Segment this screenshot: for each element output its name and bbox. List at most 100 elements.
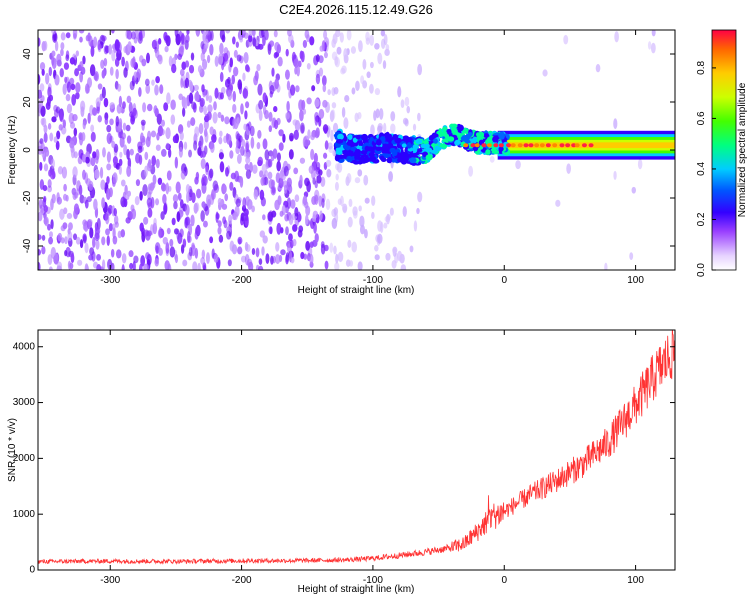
signal-mark	[499, 134, 505, 140]
noise-mark	[167, 263, 172, 270]
noise-mark	[140, 255, 146, 267]
noise-mark	[236, 54, 242, 62]
noise-mark	[261, 30, 265, 38]
noise-mark	[58, 124, 63, 131]
noise-mark	[153, 105, 158, 115]
noise-mark	[107, 258, 113, 270]
noise-mark	[101, 69, 106, 79]
noise-mark	[200, 210, 205, 222]
noise-mark	[86, 196, 92, 203]
noise-mark	[161, 148, 167, 157]
noise-mark	[195, 171, 200, 181]
noise-mark	[79, 61, 84, 70]
noise-mark	[47, 122, 52, 130]
noise-mark	[41, 246, 46, 255]
noise-mark	[127, 41, 132, 53]
noise-mark	[121, 264, 125, 270]
noise-mark	[404, 96, 410, 107]
noise-mark	[229, 150, 234, 159]
signal-mark	[354, 149, 361, 154]
noise-mark	[106, 151, 111, 163]
signal-mark	[415, 138, 423, 145]
noise-mark	[85, 34, 90, 42]
noise-mark	[114, 57, 120, 67]
noise-mark	[59, 208, 65, 220]
signal-peak	[486, 143, 492, 148]
noise-mark	[123, 198, 128, 208]
noise-mark	[162, 193, 167, 205]
noise-mark	[380, 30, 386, 37]
noise-mark	[240, 146, 245, 156]
noise-mark	[138, 86, 142, 97]
noise-mark	[48, 94, 54, 102]
noise-mark	[264, 109, 269, 120]
noise-mark	[200, 257, 206, 265]
noise-mark	[270, 179, 276, 188]
signal-mark	[338, 154, 345, 160]
noise-mark	[132, 260, 136, 270]
noise-mark	[209, 141, 215, 153]
noise-mark	[299, 50, 304, 60]
noise-mark	[152, 174, 157, 185]
noise-mark	[198, 140, 202, 147]
signal-mark	[335, 139, 344, 144]
noise-mark	[343, 117, 349, 129]
signal-mark	[354, 155, 361, 160]
noise-mark	[417, 112, 421, 122]
noise-mark	[123, 46, 128, 54]
noise-mark	[202, 30, 206, 43]
noise-mark	[92, 236, 96, 249]
noise-mark	[318, 195, 322, 207]
noise-mark	[358, 40, 363, 53]
noise-mark	[323, 152, 328, 159]
noise-mark	[143, 216, 149, 225]
noise-mark	[168, 55, 173, 67]
noise-mark	[377, 52, 383, 65]
noise-mark	[65, 54, 70, 62]
noise-mark	[278, 129, 284, 136]
noise-mark	[197, 65, 203, 74]
signal-peak	[506, 143, 512, 148]
noise-mark	[153, 217, 157, 228]
signal-mark	[381, 147, 388, 152]
noise-mark	[39, 62, 46, 71]
noise-mark	[217, 111, 222, 119]
noise-mark	[273, 52, 278, 59]
noise-mark	[144, 151, 149, 161]
noise-mark	[273, 30, 278, 38]
noise-mark	[354, 177, 361, 184]
noise-mark	[257, 129, 262, 139]
noise-mark	[38, 37, 41, 47]
noise-mark	[111, 140, 116, 149]
noise-mark	[286, 80, 291, 91]
noise-mark	[90, 46, 95, 57]
noise-mark	[232, 36, 236, 45]
noise-mark	[190, 117, 196, 127]
noise-mark	[379, 108, 384, 120]
noise-mark	[218, 53, 224, 66]
noise-mark	[303, 135, 309, 147]
signal-mark	[425, 154, 433, 161]
noise-mark	[613, 170, 617, 180]
noise-mark	[99, 34, 106, 46]
noise-mark	[207, 170, 213, 182]
noise-mark	[336, 46, 342, 55]
noise-mark	[41, 234, 46, 241]
signal-mark	[394, 137, 402, 144]
noise-mark	[239, 36, 244, 43]
noise-mark	[325, 159, 332, 167]
noise-mark	[308, 165, 315, 174]
noise-mark	[154, 84, 159, 96]
noise-mark	[192, 261, 198, 270]
noise-mark	[566, 163, 571, 174]
noise-mark	[177, 192, 182, 201]
signal-mark	[397, 153, 405, 159]
signal-mark	[352, 137, 358, 143]
noise-mark	[163, 31, 168, 41]
colorbar: 0.0 0.2 0.4 0.6 0.8 Normalized spectral ampl…	[696, 29, 748, 277]
noise-mark	[103, 45, 109, 55]
noise-mark	[263, 176, 269, 186]
noise-mark	[75, 92, 80, 100]
noise-mark	[156, 113, 162, 125]
